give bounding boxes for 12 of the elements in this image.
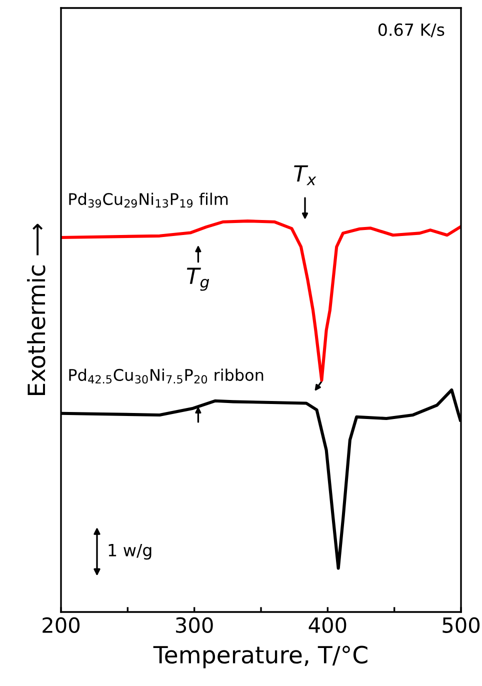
- annotation: T$_{g}$: [186, 268, 210, 291]
- text: Pd$_{42.5}$Cu$_{30}$Ni$_{7.5}$P$_{20}$ ribbon: [69, 368, 264, 384]
- annotation: 1 w/g: [108, 544, 152, 560]
- x-tick-label: 200: [42, 617, 80, 633]
- y-axis-title: Exothermic ⟶: [27, 224, 46, 395]
- text: Pd$_{39}$Cu$_{29}$Ni$_{13}$P$_{19}$ film: [69, 192, 228, 208]
- x-axis-title: Temperature, T/°C: [153, 646, 368, 668]
- x-tick-label: 500: [442, 617, 480, 633]
- text: 0.67 K/s: [378, 23, 444, 38]
- x-tick-label: 300: [176, 617, 213, 633]
- x-tick-label: 400: [308, 617, 346, 633]
- text: T$_{x}$: [294, 165, 316, 186]
